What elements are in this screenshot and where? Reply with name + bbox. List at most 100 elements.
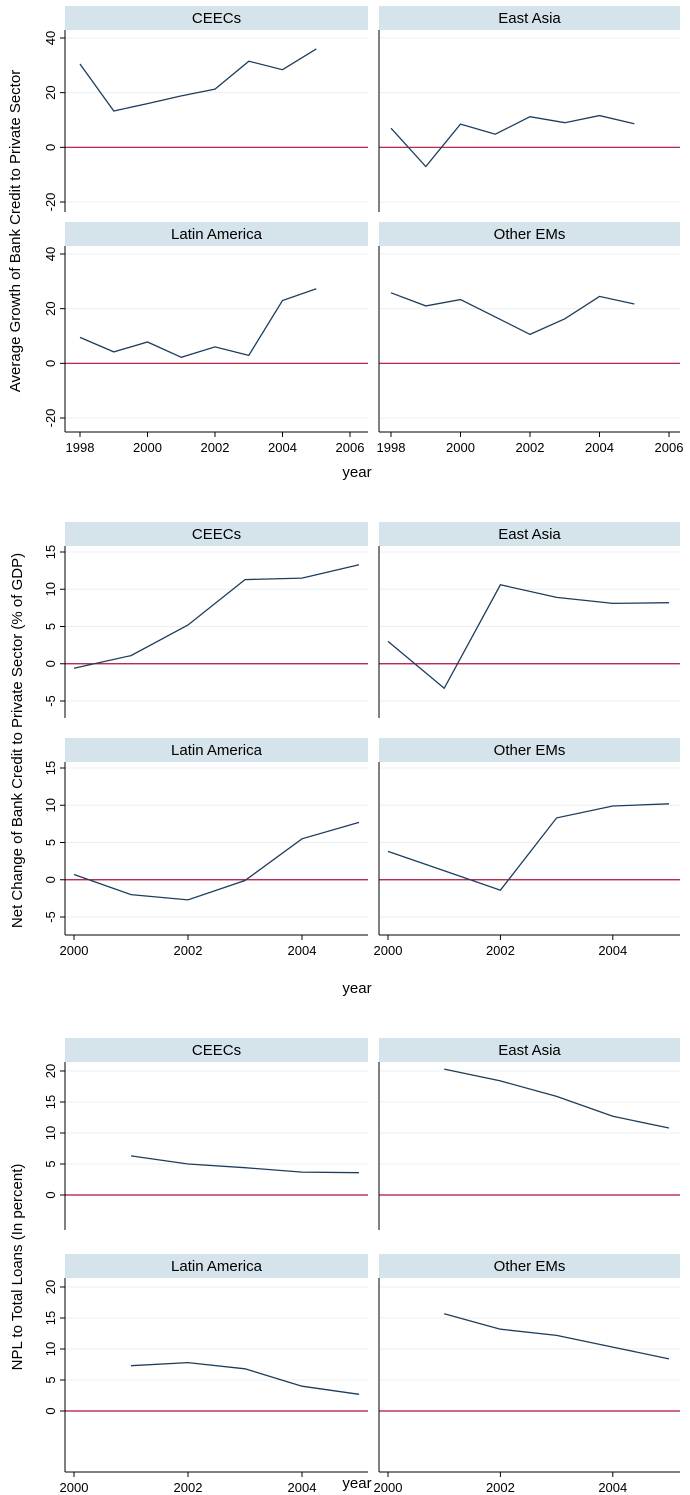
y-tick-label: 20: [43, 85, 58, 99]
panel-east-asia: East Asia: [378, 6, 680, 212]
panel-title: East Asia: [498, 526, 561, 543]
panel-strip: [379, 1254, 680, 1278]
y-tick-label: 0: [43, 360, 58, 367]
y-tick-label: 20: [43, 1280, 58, 1294]
y-tick-label: 0: [43, 660, 58, 667]
y-tick-label: 5: [43, 839, 58, 846]
x-tick-label: 2002: [486, 943, 515, 958]
series-line: [130, 1155, 360, 1174]
series-line: [444, 1313, 670, 1360]
y-tick-label: 10: [43, 1126, 58, 1140]
series-line: [390, 114, 635, 168]
panel-other-ems: Other EMs 2000 2002 2004: [374, 738, 680, 958]
panel-title: Other EMs: [494, 742, 566, 759]
panel-strip: [65, 6, 368, 30]
x-tick-label: 2004: [585, 440, 614, 455]
panel-strip: [379, 738, 680, 762]
panel-title: Other EMs: [494, 226, 566, 243]
y-axis-title: Net Change of Bank Credit to Private Sec…: [9, 553, 26, 928]
panel-title: Latin America: [171, 226, 263, 243]
series-line: [444, 1068, 670, 1129]
y-tick-label: 20: [43, 1064, 58, 1078]
x-tick-label: 2000: [60, 943, 89, 958]
series-line: [73, 564, 360, 669]
y-tick-label: -20: [43, 193, 58, 212]
panel-ceecs: CEECs -20 0 20 40: [43, 6, 368, 212]
series-line: [73, 821, 360, 901]
y-tick-label: 10: [43, 1342, 58, 1356]
y-tick-label: 5: [43, 1376, 58, 1383]
y-tick-label: 0: [43, 1191, 58, 1198]
panel-latin-america: Latin America 0 5 10 15 20 2000 2002 2004: [43, 1254, 368, 1495]
x-tick-label: 2000: [374, 943, 403, 958]
x-axis-title: year: [342, 464, 371, 481]
panel-ceecs: CEECs -5 0 5 10 15: [43, 522, 368, 718]
y-tick-label: -20: [43, 409, 58, 428]
panel-title: East Asia: [498, 1042, 561, 1059]
y-tick-label: 15: [43, 545, 58, 559]
panel-other-ems: Other EMs 2000 2002 2004: [374, 1254, 680, 1495]
y-tick-label: 20: [43, 301, 58, 315]
series-line: [130, 1361, 360, 1395]
y-tick-label: -5: [43, 911, 58, 923]
y-tick-label: 40: [43, 247, 58, 261]
y-tick-label: 10: [43, 582, 58, 596]
panel-strip: [65, 522, 368, 546]
y-tick-label: -5: [43, 695, 58, 707]
x-tick-label: 2002: [516, 440, 545, 455]
panel-strip: [379, 1038, 680, 1062]
series-line: [387, 584, 670, 690]
series-line: [390, 292, 635, 336]
x-tick-label: 2000: [60, 1480, 89, 1495]
y-tick-label: 40: [43, 31, 58, 45]
y-tick-label: 0: [43, 144, 58, 151]
panel-title: Latin America: [171, 742, 263, 759]
x-tick-label: 2002: [174, 1480, 203, 1495]
panel-latin-america: Latin America -5 0 5 10 15 2000 2002 2004: [43, 738, 368, 958]
y-axis-title: NPL to Total Loans (In percent): [9, 1164, 26, 1371]
x-tick-label: 1998: [66, 440, 95, 455]
y-tick-label: 0: [43, 876, 58, 883]
x-axis-title: year: [342, 1475, 371, 1492]
y-axis-title: Average Growth of Bank Credit to Private…: [7, 70, 24, 392]
y-tick-label: 15: [43, 1311, 58, 1325]
x-tick-label: 2004: [288, 1480, 317, 1495]
x-tick-label: 1998: [377, 440, 406, 455]
panel-latin-america: Latin America -20 0 20 40 1998 2000 2002 2004 200…: [43, 222, 368, 455]
panel-title: Latin America: [171, 1258, 263, 1275]
y-tick-label: 10: [43, 798, 58, 812]
x-tick-label: 2004: [288, 943, 317, 958]
panel-strip: [65, 1254, 368, 1278]
x-tick-label: 2002: [201, 440, 230, 455]
panel-strip: [65, 222, 368, 246]
x-tick-label: 2006: [655, 440, 684, 455]
panel-strip: [379, 522, 680, 546]
chart-group-3: CEECs 0 5 10 15 20 East Asia Latin America 0 5 10 1…: [9, 1038, 680, 1495]
x-tick-label: 2000: [446, 440, 475, 455]
chart-group-2: CEECs -5 0 5 10 15 East Asia Latin America -5 0 5 1…: [9, 522, 680, 997]
panel-title: East Asia: [498, 10, 561, 27]
x-tick-label: 2004: [598, 1480, 627, 1495]
panel-east-asia: East Asia: [378, 522, 680, 718]
panel-strip: [379, 222, 680, 246]
y-tick-label: 0: [43, 1407, 58, 1414]
panel-strip: [65, 1038, 368, 1062]
panel-title: CEECs: [192, 1042, 241, 1059]
x-tick-label: 2006: [336, 440, 365, 455]
x-tick-label: 2002: [486, 1480, 515, 1495]
x-tick-label: 2004: [268, 440, 297, 455]
series-line: [79, 48, 317, 112]
y-tick-label: 15: [43, 1095, 58, 1109]
panel-east-asia: East Asia: [378, 1038, 680, 1230]
series-line: [387, 803, 670, 891]
panel-other-ems: Other EMs 1998 2000 2002 2004 2006: [377, 222, 684, 455]
panel-strip: [379, 6, 680, 30]
chart-group-1: CEECs -20 0 20 40 East Asia Latin America -20 0 2…: [7, 6, 683, 481]
y-tick-label: 5: [43, 623, 58, 630]
x-tick-label: 2000: [133, 440, 162, 455]
panel-title: CEECs: [192, 526, 241, 543]
x-axis-title: year: [342, 980, 371, 997]
y-tick-label: 5: [43, 1160, 58, 1167]
series-line: [79, 288, 317, 358]
